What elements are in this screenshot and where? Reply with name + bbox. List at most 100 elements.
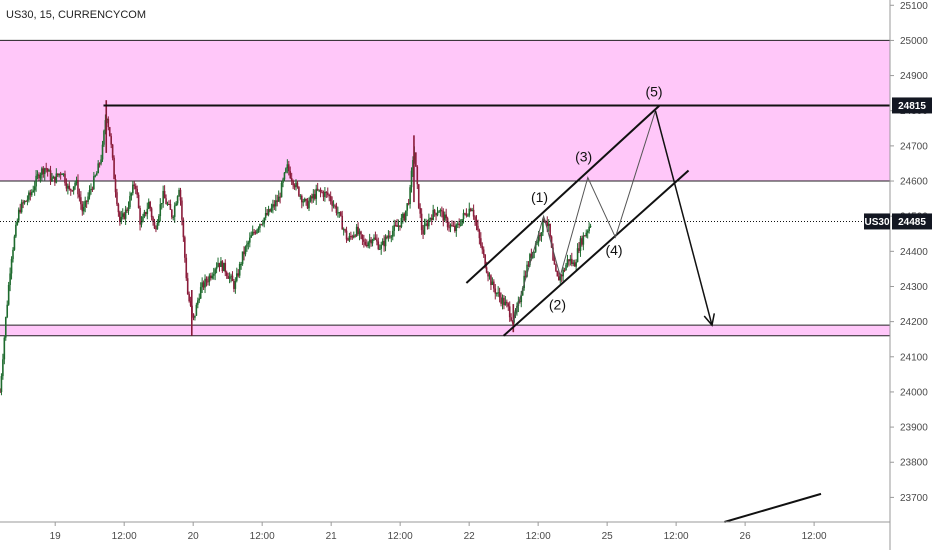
candle-body — [137, 194, 140, 209]
candle-body — [74, 182, 76, 187]
candle-body — [120, 216, 123, 222]
candle-body — [306, 200, 309, 209]
candle-body — [319, 189, 322, 192]
candle-body — [339, 212, 342, 216]
candle-body — [469, 208, 472, 212]
candle-body — [445, 214, 447, 219]
candle-body — [585, 232, 588, 237]
candle-body — [293, 185, 296, 188]
candle-body — [589, 225, 592, 227]
candle-body — [397, 225, 400, 227]
candle-body — [448, 227, 450, 229]
candle-body — [545, 221, 547, 223]
extra-trend-line — [724, 492, 822, 523]
candle-body — [415, 152, 417, 167]
candle-body — [90, 188, 92, 191]
candle-body — [537, 234, 540, 243]
candle-body — [95, 173, 98, 176]
candle-body — [446, 218, 449, 228]
candle-body — [441, 210, 443, 212]
candle-body — [527, 264, 530, 266]
candle-body — [166, 204, 169, 206]
candle-body — [181, 200, 183, 220]
candle-body — [481, 245, 484, 250]
candle-body — [332, 205, 335, 207]
candle-body — [260, 224, 263, 226]
candle-body — [396, 225, 398, 227]
candle-body — [84, 200, 86, 207]
candle-body — [526, 264, 528, 277]
candle-body — [355, 226, 358, 236]
candle-body — [33, 186, 36, 191]
candle-body — [303, 198, 306, 202]
candle-body — [326, 192, 329, 195]
candle-body — [117, 204, 120, 213]
candle-body — [61, 174, 63, 176]
price-tag-bg-0 — [892, 97, 932, 114]
candle-body — [67, 185, 69, 189]
candle-body — [313, 194, 316, 199]
candle-body — [579, 238, 582, 251]
candle-body — [274, 200, 277, 207]
candle-body — [458, 223, 460, 226]
candle-body — [149, 201, 151, 209]
candle-body — [498, 292, 501, 298]
candle-body — [69, 188, 72, 191]
candle-body — [493, 281, 495, 289]
candle-body — [495, 292, 498, 294]
candle-body — [266, 213, 268, 215]
zones-layer — [0, 39, 890, 337]
candle-body — [212, 274, 215, 276]
candle-body — [455, 224, 458, 231]
candle-body — [573, 262, 576, 267]
candle-body — [484, 254, 486, 268]
candle-body — [123, 213, 125, 219]
candle-body — [311, 196, 313, 199]
candle-body — [162, 190, 164, 204]
drawings-layer[interactable]: (1) (2) (3) (4) (5) — [0, 84, 890, 523]
candle-body — [199, 287, 202, 299]
x-tick-label-2: 20 — [188, 531, 200, 542]
candle-body — [299, 195, 302, 197]
candle-body — [465, 213, 468, 216]
candle-body — [240, 263, 242, 265]
candle-body — [378, 248, 381, 250]
candle-body — [42, 168, 45, 175]
x-tick-label-9: 12:00 — [664, 531, 689, 542]
candle-body — [560, 275, 563, 277]
x-tick-label-0: 19 — [50, 531, 62, 542]
candle-body — [331, 201, 333, 206]
candle-body — [510, 317, 512, 321]
candle-body — [256, 229, 258, 234]
candle-body — [38, 174, 40, 179]
candle-body — [58, 173, 61, 176]
candle-body — [433, 209, 436, 214]
candle-body — [100, 159, 102, 164]
candle-body — [176, 196, 179, 204]
candle-body — [555, 264, 557, 271]
candle-body — [480, 238, 482, 246]
candle-body — [464, 213, 466, 215]
candle-body — [523, 275, 525, 289]
candle-body — [280, 182, 283, 198]
candle-body — [178, 189, 180, 197]
candle-body — [243, 251, 245, 255]
candle-body — [253, 231, 255, 233]
candle-body — [371, 239, 374, 244]
candle-body — [195, 304, 198, 316]
candle-body — [233, 281, 235, 289]
candle-body — [29, 192, 32, 196]
candle-body — [43, 168, 46, 175]
candle-body — [30, 191, 33, 196]
candle-body — [322, 192, 325, 198]
candle-body — [566, 259, 569, 265]
candle-body — [220, 261, 222, 267]
candle-body — [345, 230, 348, 240]
candle-body — [7, 284, 10, 305]
candle-body — [0, 376, 3, 393]
candle-body — [77, 179, 79, 195]
candle-body — [186, 278, 189, 295]
candle-body — [429, 217, 432, 220]
candle-body — [39, 174, 42, 179]
